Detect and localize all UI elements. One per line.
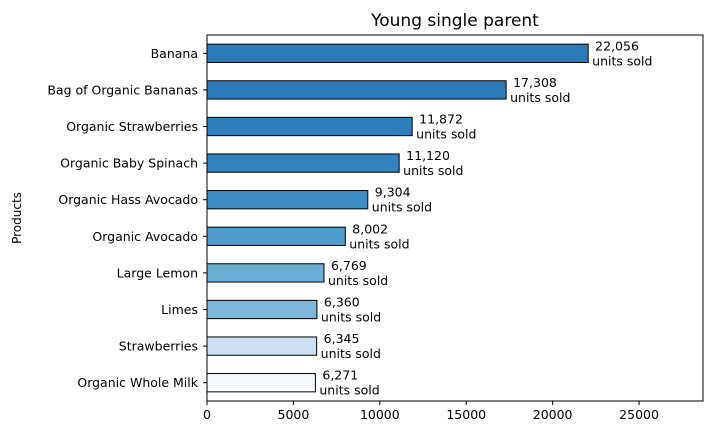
- y-tick-label: Strawberries: [119, 339, 198, 354]
- y-tick-label: Organic Whole Milk: [77, 375, 198, 390]
- bar-value: 11,872: [419, 112, 463, 127]
- bar-value: 8,002: [352, 221, 388, 236]
- bar-value: 6,345: [324, 331, 360, 346]
- bar: [206, 373, 316, 393]
- x-tick-label: 15000: [446, 407, 486, 422]
- bar: [206, 226, 346, 246]
- x-tick-label: 0: [203, 407, 211, 422]
- bar-value-unit: units sold: [321, 346, 381, 361]
- bar-value-label: 9,304 units sold: [372, 185, 432, 215]
- bar-value-label: 6,271 units sold: [319, 368, 379, 398]
- x-tick-label: 25000: [619, 407, 659, 422]
- bar-value-unit: units sold: [510, 90, 570, 105]
- y-tick-label: Organic Hass Avocado: [58, 192, 198, 207]
- bar-value-label: 6,360 units sold: [321, 295, 381, 325]
- bar-value-unit: units sold: [319, 383, 379, 398]
- axes-layer: Banana Bag of Organic Bananas Organic Stra…: [47, 34, 704, 422]
- bar-value: 17,308: [513, 75, 557, 90]
- bar-value-unit: units sold: [403, 163, 463, 178]
- y-axis-label: Products: [10, 192, 24, 244]
- y-tick-label: Organic Avocado: [92, 229, 198, 244]
- bar-value-label: 6,345 units sold: [321, 331, 381, 361]
- y-tick-label: Limes: [161, 302, 198, 317]
- bar-value: 22,056: [595, 38, 639, 53]
- bar-value-label: 11,120 units sold: [403, 148, 463, 178]
- x-tick-label: 10000: [360, 407, 400, 422]
- bar-value-label: 11,872 units sold: [416, 112, 476, 142]
- y-tick-label: Organic Baby Spinach: [60, 156, 198, 171]
- bar: [206, 80, 507, 100]
- y-tick-label: Banana: [151, 46, 198, 61]
- bar-value-unit: units sold: [349, 236, 409, 251]
- y-tick-label: Bag of Organic Bananas: [47, 82, 198, 97]
- bar-value: 6,769: [331, 258, 367, 273]
- bar-value-unit: units sold: [372, 200, 432, 215]
- bar: [206, 336, 318, 356]
- bar-value: 9,304: [375, 185, 411, 200]
- bar-value-label: 6,769 units sold: [328, 258, 388, 288]
- bar-value-label: 17,308 units sold: [510, 75, 570, 105]
- y-tick-label: Organic Strawberries: [66, 119, 198, 134]
- bar: [206, 299, 318, 320]
- bar-value-unit: units sold: [328, 273, 388, 288]
- chart-title: Young single parent: [370, 11, 539, 31]
- bar-value: 6,360: [324, 295, 360, 310]
- bar: [206, 153, 400, 173]
- x-tick-label: 20000: [533, 407, 573, 422]
- bar-value-unit: units sold: [416, 127, 476, 142]
- bar-value-label: 22,056 units sold: [592, 38, 652, 68]
- bar-value-label: 8,002 units sold: [349, 221, 409, 251]
- bar: [206, 190, 369, 210]
- bar-value-unit: units sold: [592, 53, 652, 68]
- plot-frame: [206, 34, 704, 402]
- bar-value: 6,271: [322, 368, 358, 383]
- bar-value: 11,120: [406, 148, 450, 163]
- bar: [206, 263, 325, 283]
- bar: [206, 43, 589, 63]
- bar: [206, 116, 413, 137]
- bar-value-unit: units sold: [321, 310, 381, 325]
- x-tick-label: 5000: [278, 407, 310, 422]
- y-tick-label: Large Lemon: [117, 265, 198, 280]
